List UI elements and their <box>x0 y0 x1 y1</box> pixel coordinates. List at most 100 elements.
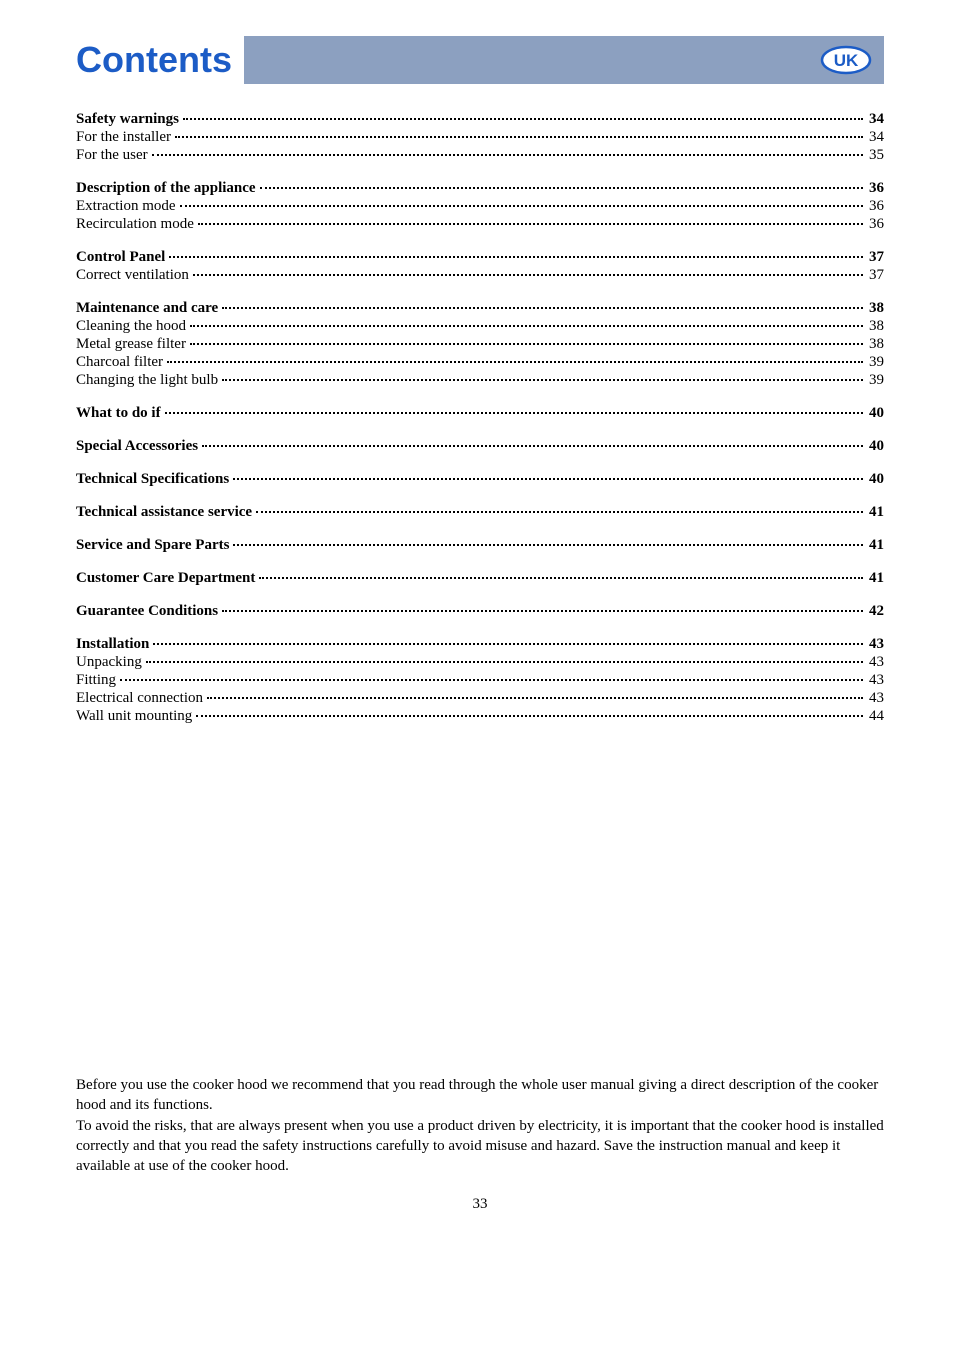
bottom-note-paragraph: Before you use the cooker hood we recomm… <box>76 1075 884 1116</box>
toc-page-number: 34 <box>869 110 884 128</box>
page-number: 33 <box>76 1196 884 1213</box>
toc-row: Cleaning the hood 38 <box>76 317 884 335</box>
toc-label: Fitting <box>76 671 116 689</box>
toc-leader-dots <box>233 544 863 546</box>
toc-group: Guarantee Conditions 42 <box>76 602 884 620</box>
toc-label: Correct ventilation <box>76 266 189 284</box>
title-bar-fill: UK <box>244 36 884 84</box>
toc-group: Service and Spare Parts 41 <box>76 536 884 554</box>
toc-row: Metal grease filter 38 <box>76 335 884 353</box>
toc-row: Electrical connection 43 <box>76 689 884 707</box>
toc-page-number: 39 <box>869 371 884 389</box>
toc-leader-dots <box>183 118 863 120</box>
toc-page-number: 37 <box>869 248 884 266</box>
toc-row: Installation 43 <box>76 635 884 653</box>
toc-row: Maintenance and care38 <box>76 299 884 317</box>
toc-leader-dots <box>165 412 863 414</box>
toc-leader-dots <box>153 643 863 645</box>
toc-label: Safety warnings <box>76 110 179 128</box>
toc-label: Technical Specifications <box>76 470 229 488</box>
toc-page-number: 41 <box>869 536 884 554</box>
toc-label: Customer Care Department <box>76 569 255 587</box>
toc-label: Metal grease filter <box>76 335 186 353</box>
toc-row: Recirculation mode36 <box>76 215 884 233</box>
toc-leader-dots <box>180 205 863 207</box>
toc-page-number: 39 <box>869 353 884 371</box>
toc-leader-dots <box>190 343 863 345</box>
toc-leader-dots <box>198 223 863 225</box>
toc-leader-dots <box>256 511 863 513</box>
toc-row: Description of the appliance 36 <box>76 179 884 197</box>
toc-label: Changing the light bulb <box>76 371 218 389</box>
toc-label: Service and Spare Parts <box>76 536 229 554</box>
toc-group: What to do if 40 <box>76 404 884 422</box>
toc-page-number: 38 <box>869 299 884 317</box>
toc-group: Control Panel 37 Correct ventilation 37 <box>76 248 884 284</box>
toc-page-number: 38 <box>869 317 884 335</box>
toc-label: For the installer <box>76 128 171 146</box>
toc-row: Changing the light bulb 39 <box>76 371 884 389</box>
toc-page-number: 42 <box>869 602 884 620</box>
toc-page-number: 34 <box>869 128 884 146</box>
toc-label: Installation <box>76 635 149 653</box>
toc-leader-dots <box>167 361 863 363</box>
toc-row: Guarantee Conditions 42 <box>76 602 884 620</box>
toc-row: Customer Care Department41 <box>76 569 884 587</box>
toc-page-number: 43 <box>869 653 884 671</box>
toc-row: Charcoal filter 39 <box>76 353 884 371</box>
toc-row: What to do if 40 <box>76 404 884 422</box>
toc-leader-dots <box>193 274 863 276</box>
toc-label: Wall unit mounting <box>76 707 192 725</box>
toc-page-number: 36 <box>869 197 884 215</box>
toc-page-number: 38 <box>869 335 884 353</box>
toc-row: Correct ventilation 37 <box>76 266 884 284</box>
toc-label: Extraction mode <box>76 197 176 215</box>
toc-label: What to do if <box>76 404 161 422</box>
toc-leader-dots <box>259 577 863 579</box>
uk-badge-text: UK <box>834 51 859 70</box>
toc-page-number: 44 <box>869 707 884 725</box>
toc-page-number: 40 <box>869 437 884 455</box>
toc-leader-dots <box>146 661 863 663</box>
toc-page-number: 36 <box>869 179 884 197</box>
toc-label: Technical assistance service <box>76 503 252 521</box>
toc-page-number: 43 <box>869 635 884 653</box>
page: Contents UK Safety warnings34For the ins… <box>0 0 954 1351</box>
toc-label: Cleaning the hood <box>76 317 186 335</box>
toc-leader-dots <box>233 478 863 480</box>
toc-leader-dots <box>222 307 863 309</box>
toc-group: Technical Specifications 40 <box>76 470 884 488</box>
toc-page-number: 37 <box>869 266 884 284</box>
toc-leader-dots <box>222 379 863 381</box>
toc-leader-dots <box>175 136 863 138</box>
toc-leader-dots <box>207 697 863 699</box>
toc-label: Description of the appliance <box>76 179 256 197</box>
toc-group: Description of the appliance36Extraction… <box>76 179 884 233</box>
toc-page-number: 40 <box>869 470 884 488</box>
toc-row: Service and Spare Parts 41 <box>76 536 884 554</box>
toc-group: Customer Care Department41 <box>76 569 884 587</box>
toc-label: Control Panel <box>76 248 165 266</box>
toc-leader-dots <box>196 715 863 717</box>
toc-group: Technical assistance service 41 <box>76 503 884 521</box>
toc-page-number: 40 <box>869 404 884 422</box>
toc-label: For the user <box>76 146 148 164</box>
toc-row: Extraction mode 36 <box>76 197 884 215</box>
toc-row: Technical Specifications 40 <box>76 470 884 488</box>
toc-group: Safety warnings34For the installer34For … <box>76 110 884 164</box>
toc-label: Charcoal filter <box>76 353 163 371</box>
table-of-contents: Safety warnings34For the installer34For … <box>76 110 884 725</box>
toc-page-number: 43 <box>869 671 884 689</box>
toc-page-number: 41 <box>869 503 884 521</box>
toc-page-number: 43 <box>869 689 884 707</box>
toc-label: Guarantee Conditions <box>76 602 218 620</box>
toc-label: Unpacking <box>76 653 142 671</box>
toc-row: Fitting 43 <box>76 671 884 689</box>
toc-row: Unpacking 43 <box>76 653 884 671</box>
toc-row: Wall unit mounting 44 <box>76 707 884 725</box>
toc-row: Control Panel 37 <box>76 248 884 266</box>
uk-badge-icon: UK <box>820 45 872 75</box>
toc-row: For the installer 34 <box>76 128 884 146</box>
toc-label: Electrical connection <box>76 689 203 707</box>
toc-group: Maintenance and care38Cleaning the hood 3… <box>76 299 884 389</box>
